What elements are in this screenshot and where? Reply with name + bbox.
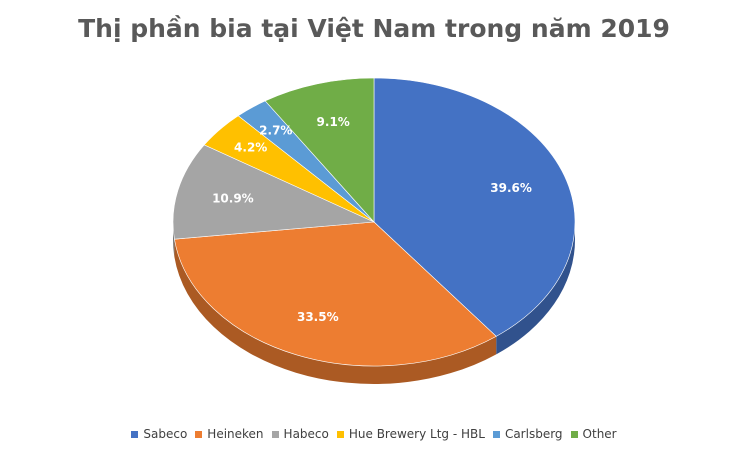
data-label-sabeco: 39.6% bbox=[490, 181, 532, 195]
data-label-hue-brewery-ltg-hbl: 4.2% bbox=[234, 141, 267, 155]
data-label-other: 9.1% bbox=[317, 115, 350, 129]
legend-item-habeco: Habeco bbox=[271, 427, 329, 441]
legend-swatch bbox=[492, 430, 500, 438]
legend-item-heineken: Heineken bbox=[195, 427, 264, 441]
legend-item-sabeco: Sabeco bbox=[131, 427, 187, 441]
pie-side-sabeco bbox=[496, 222, 575, 355]
legend-label: Sabeco bbox=[143, 427, 188, 441]
chart-title: Thị phần bia tại Việt Nam trong năm 2019 bbox=[78, 14, 670, 43]
legend-swatch bbox=[271, 430, 279, 438]
legend-swatch bbox=[570, 430, 578, 438]
legend-item-hue-brewery-ltg-hbl: Hue Brewery Ltg - HBL bbox=[336, 427, 485, 441]
legend-label: Heineken bbox=[207, 427, 264, 441]
pie-side-heineken bbox=[174, 239, 497, 384]
legend-swatch bbox=[336, 430, 344, 438]
legend-swatch bbox=[195, 430, 203, 438]
legend-label: Other bbox=[582, 427, 617, 441]
pie-slice-heineken[interactable] bbox=[174, 221, 497, 367]
data-label-carlsberg: 2.7% bbox=[259, 123, 292, 137]
pie-slice-sabeco[interactable] bbox=[373, 77, 576, 337]
legend-item-carlsberg: Carlsberg bbox=[492, 427, 563, 441]
legend-swatch bbox=[131, 430, 139, 438]
data-label-heineken: 33.5% bbox=[297, 310, 339, 324]
data-label-habeco: 10.9% bbox=[212, 192, 254, 206]
pie-slice-other[interactable] bbox=[264, 77, 375, 223]
legend: Sabeco Heineken Habeco Hue Brewery Ltg - HB… bbox=[0, 427, 748, 441]
legend-label: Carlsberg bbox=[504, 427, 563, 441]
legend-label: Hue Brewery Ltg - HBL bbox=[348, 427, 485, 441]
legend-label: Habeco bbox=[283, 427, 329, 441]
legend-item-other: Other bbox=[570, 427, 617, 441]
pie-slice-habeco[interactable] bbox=[172, 144, 376, 240]
